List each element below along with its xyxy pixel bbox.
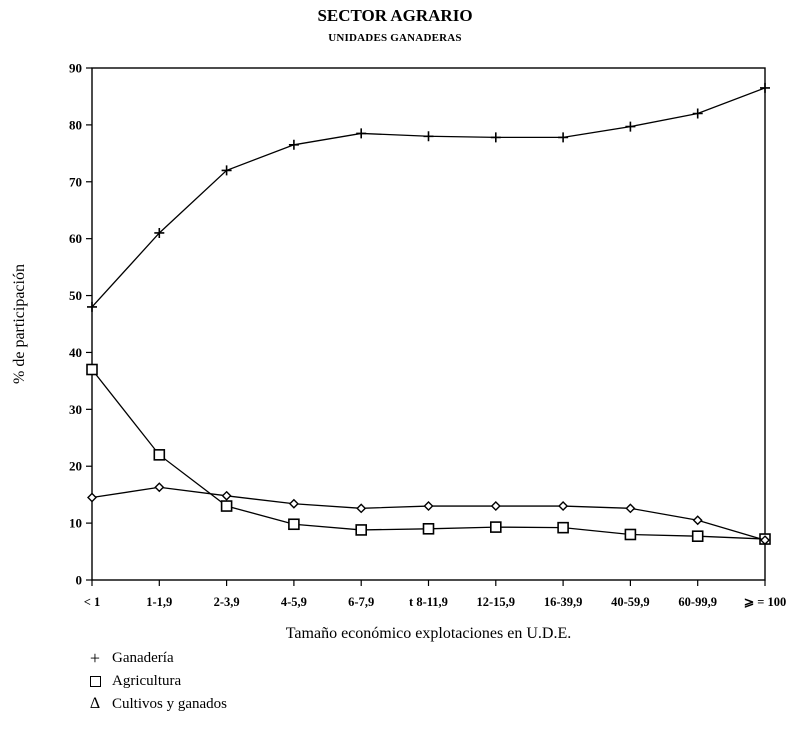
square-point (153, 449, 166, 461)
plus-point (288, 139, 299, 150)
x-tick-label: 16-39,9 (544, 595, 583, 609)
x-tick-label: 4-5,9 (281, 595, 307, 609)
y-tick-label: 70 (69, 174, 82, 189)
y-tick-label: 20 (69, 459, 82, 474)
plus-point (356, 128, 367, 139)
triangle-point (490, 501, 501, 512)
x-tick-label: ⩾ = 100 (744, 595, 787, 609)
triangle-point (760, 535, 770, 546)
y-tick-label: 30 (69, 402, 82, 417)
x-tick-label: 1-1,9 (146, 595, 172, 609)
square-point (86, 363, 98, 376)
y-axis-label: % de participación (11, 264, 28, 384)
plus-point (87, 301, 97, 312)
triangle-marker-icon: Δ (89, 695, 101, 712)
x-axis-label: Tamaño económico explotaciones en U.D.E. (286, 625, 571, 642)
square-point (288, 518, 300, 531)
square-point (355, 524, 368, 536)
chart-subtitle: UNIDADES GANADERAS (328, 32, 462, 44)
plus-point (625, 121, 636, 132)
plus-point (423, 131, 434, 142)
square-point (557, 521, 569, 534)
y-tick-label: 10 (69, 516, 82, 531)
square-point (422, 522, 435, 535)
x-tick-label: t 8-11,9 (409, 595, 448, 609)
chart-title: SECTOR AGRARIO (317, 6, 473, 25)
plus-point (221, 165, 232, 176)
y-tick-label: 90 (69, 61, 82, 76)
triangle-point (221, 490, 232, 501)
triangle-point (356, 503, 367, 514)
plus-point (760, 82, 770, 93)
triangle-point (154, 482, 165, 493)
triangle-point (625, 503, 636, 514)
x-tick-label: 12-15,9 (477, 595, 516, 609)
triangle-point (692, 515, 703, 526)
series-line-1 (91, 87, 766, 308)
y-tick-label: 80 (69, 117, 82, 132)
legend-item-cultivos: Δ Cultivos y ganados (86, 693, 227, 715)
square-point (489, 521, 502, 533)
plus-point (490, 132, 501, 143)
legend-label-agricultura: Agricultura (112, 672, 182, 689)
square-point (220, 500, 233, 512)
legend-item-agricultura: Agricultura (86, 670, 181, 692)
x-tick-label: 6-7,9 (348, 595, 374, 609)
plus-marker-icon: + (89, 647, 101, 668)
triangle-point (288, 498, 299, 509)
x-tick-label: 2-3,9 (214, 595, 240, 609)
plus-point (692, 108, 703, 119)
plus-point (154, 227, 165, 238)
triangle-point (558, 501, 569, 512)
x-tick-label: 40-59,9 (611, 595, 650, 609)
triangle-point (87, 492, 97, 503)
series-line-2 (91, 369, 766, 540)
square-point (691, 530, 704, 542)
y-tick-label: 0 (76, 573, 83, 588)
y-tick-label: 60 (69, 231, 82, 246)
y-tick-label: 50 (69, 288, 82, 303)
x-tick-label: 60-99,9 (678, 595, 717, 609)
legend-label-cultivos: Cultivos y ganados (112, 695, 227, 712)
legend-item-ganaderia: + Ganadería (86, 647, 174, 669)
square-marker-icon (86, 675, 104, 687)
y-tick-label: 40 (69, 345, 82, 360)
triangle-point (423, 501, 434, 512)
plus-point (558, 132, 569, 143)
x-tick-label: < 1 (84, 595, 101, 609)
legend-label-ganaderia: Ganadería (112, 649, 174, 666)
square-point (624, 528, 637, 541)
